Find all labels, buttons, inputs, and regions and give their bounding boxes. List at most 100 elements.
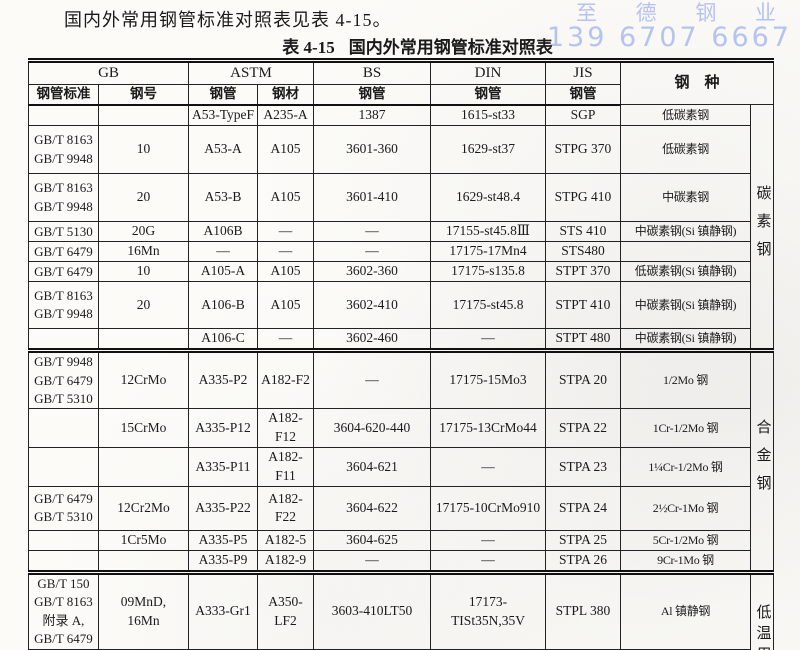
cell-gb-grade	[98, 447, 189, 487]
cell-bs-pipe: —	[313, 241, 431, 263]
cell-astm-pipe: A335-P5	[188, 529, 258, 551]
cell-bs-pipe: 3604-620-440	[313, 408, 431, 449]
cell-din-pipe: 17175-17Mn4	[430, 241, 546, 263]
cell-astm-pipe: A335-P9	[188, 549, 258, 573]
cell-gb-grade	[98, 104, 189, 127]
table-row: A106-C — 3602-460 — STPT 480 中碳素钢(Si 镇静钢…	[28, 328, 774, 352]
cell-din-pipe: 1629-st37	[430, 125, 546, 175]
cell-gb-standard	[28, 104, 99, 127]
cell-astm-steel: A105	[257, 125, 314, 175]
cell-steel-type: 1/2Mo 钢	[620, 348, 751, 410]
cell-jis-pipe: STPA 20	[545, 348, 621, 410]
cell-din-pipe: 17175-s135.8	[430, 261, 546, 283]
table-row: A335-P11 A182-F11 3604-621 — STPA 23 1¼C…	[28, 447, 774, 487]
cell-bs-pipe: 3602-460	[313, 328, 431, 352]
cell-astm-pipe: A333-Gr1	[188, 569, 258, 650]
cell-jis-pipe: STPT 410	[545, 281, 621, 330]
cell-gb-standard	[28, 408, 99, 449]
cell-astm-pipe: A105-A	[188, 261, 258, 283]
cell-gb-standard: GB/T 8163 GB/T 9948	[28, 281, 99, 330]
cell-astm-pipe: A106-C	[188, 328, 258, 352]
cell-gb-grade: 12Cr2Mo	[98, 485, 189, 531]
cell-bs-pipe: 3604-621	[313, 447, 431, 487]
cell-din-pipe: —	[430, 529, 546, 551]
cell-gb-grade: 10	[98, 261, 189, 283]
watermark: 至 德 钢 业 139 6707 6667	[547, 2, 792, 52]
cell-astm-steel: —	[257, 221, 314, 243]
cell-steel-type: 2½Cr-1Mo 钢	[620, 485, 751, 531]
cell-din-pipe: 17155-st45.8Ⅲ	[430, 221, 546, 243]
header-group-row: GB ASTM BS DIN JIS 钢 种	[28, 59, 775, 106]
cell-jis-pipe: STPG 410	[545, 173, 621, 223]
cell-jis-pipe: STPT 370	[545, 261, 621, 283]
cell-gb-standard: GB/T 6479	[28, 261, 99, 283]
header-bs: BS	[313, 60, 431, 85]
cell-steel-type	[620, 241, 751, 263]
header-gb: GB	[28, 60, 189, 85]
cell-astm-pipe: A53-A	[188, 125, 258, 175]
cell-astm-pipe: A335-P22	[188, 485, 258, 531]
table-row: A53-TypeF A235-A 1387 1615-st33 SGP 低碳素钢…	[28, 104, 775, 352]
header-steel-kind: 钢 种	[619, 59, 775, 106]
table-row: GB/T 6479 10 A105-A A105 3602-360 17175-…	[28, 261, 774, 283]
cell-steel-category: 合金钢	[749, 348, 775, 573]
watermark-phone: 139 6707 6667	[546, 22, 792, 54]
cell-gb-grade: 20	[98, 173, 189, 223]
header-sub-row: 钢管标准 钢号 钢管 钢材 钢管 钢管 钢管	[28, 83, 774, 106]
cell-gb-grade: 10	[98, 125, 189, 175]
cell-bs-pipe: 3602-360	[313, 261, 431, 283]
cell-jis-pipe: STPA 25	[545, 529, 621, 551]
watermark-company: 至 德 钢 业	[575, 1, 792, 25]
cell-gb-standard: GB/T 8163 GB/T 9948	[28, 125, 99, 175]
cell-astm-pipe: —	[188, 241, 258, 263]
table-row: GB/T 8163 GB/T 9948 20 A106-B A105 3602-…	[28, 281, 774, 330]
intro-paragraph: 国内外常用钢管标准对照表见表 4-15。	[64, 10, 392, 30]
cell-din-pipe: 17175-15Mo3	[430, 348, 546, 410]
cell-bs-pipe: —	[313, 348, 431, 410]
cell-gb-grade: 1Cr5Mo	[98, 529, 189, 551]
cell-gb-grade: 20G	[98, 221, 189, 243]
cell-steel-type: 低碳素钢	[620, 104, 751, 127]
cell-astm-steel: A182-F2	[257, 348, 314, 410]
cell-jis-pipe: STPL 380	[545, 569, 621, 650]
cell-jis-pipe: STPA 26	[545, 549, 621, 573]
header-astm-pipe: 钢管	[188, 83, 258, 106]
header-din-pipe: 钢管	[430, 83, 546, 106]
cell-bs-pipe: 1387	[313, 104, 431, 127]
cell-gb-standard: GB/T 8163 GB/T 9948	[28, 173, 99, 223]
cell-jis-pipe: STPA 24	[545, 485, 621, 531]
cell-steel-category: 碳素钢	[749, 104, 775, 352]
cell-gb-standard	[28, 447, 99, 487]
table-row: GB/T 9948 GB/T 6479 GB/T 5310 12CrMo A33…	[28, 348, 775, 573]
cell-din-pipe: —	[430, 549, 546, 573]
header-bs-pipe: 钢管	[313, 83, 431, 106]
cell-bs-pipe: 3604-622	[313, 485, 431, 531]
cell-astm-steel: A182-F12	[257, 408, 314, 449]
cell-gb-grade: 15CrMo	[98, 408, 189, 449]
table-row: GB/T 150 GB/T 8163 附录 A, GB/T 6479 09MnD…	[28, 569, 775, 650]
cell-gb-standard: GB/T 9948 GB/T 6479 GB/T 5310	[28, 348, 99, 410]
cell-din-pipe: 1629-st48.4	[430, 173, 546, 223]
cell-steel-type: 低碳素钢(Si 镇静钢)	[620, 261, 751, 283]
cell-jis-pipe: STPG 370	[545, 125, 621, 175]
cell-din-pipe: 17175-st45.8	[430, 281, 546, 330]
table-title: 表 4-15 国内外常用钢管标准对照表	[28, 33, 773, 58]
cell-steel-type: 5Cr-1/2Mo 钢	[620, 529, 751, 551]
cell-gb-standard	[28, 529, 99, 551]
cell-bs-pipe: 3601-360	[313, 125, 431, 175]
cell-bs-pipe: 3601-410	[313, 173, 431, 223]
cell-astm-steel: A182-F11	[257, 447, 314, 487]
cell-gb-grade	[98, 549, 189, 573]
header-astm: ASTM	[188, 60, 314, 85]
header-astm-steel: 钢材	[257, 83, 314, 106]
cell-steel-type: 中碳素钢(Si 镇静钢)	[620, 281, 751, 330]
cell-steel-type: 9Cr-1Mo 钢	[620, 549, 751, 573]
cell-gb-standard	[28, 328, 99, 352]
header-jis-pipe: 钢管	[545, 83, 621, 106]
cell-gb-standard: GB/T 150 GB/T 8163 附录 A, GB/T 6479	[28, 569, 99, 650]
table-row: GB/T 6479 16Mn — — — 17175-17Mn4 STS480	[28, 241, 774, 263]
cell-din-pipe: 17175-13CrMo44	[430, 408, 546, 449]
table-row: GB/T 5130 20G A106B — — 17155-st45.8Ⅲ ST…	[28, 221, 774, 243]
cell-jis-pipe: STPA 22	[545, 408, 621, 449]
